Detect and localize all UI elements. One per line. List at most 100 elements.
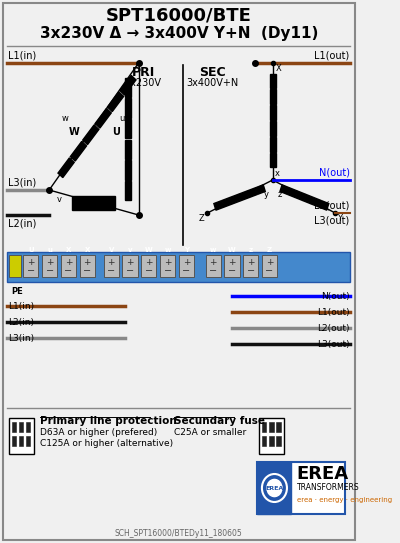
- FancyBboxPatch shape: [3, 3, 355, 540]
- Bar: [7, 252, 350, 282]
- Text: L3(out): L3(out): [317, 339, 350, 349]
- Bar: [160, 255, 175, 277]
- Text: L3(out): L3(out): [314, 215, 350, 225]
- Polygon shape: [296, 191, 305, 201]
- Bar: [258, 462, 292, 514]
- Polygon shape: [288, 188, 297, 198]
- Polygon shape: [83, 125, 99, 144]
- Text: −: −: [228, 266, 236, 276]
- Bar: [42, 255, 57, 277]
- Polygon shape: [270, 90, 276, 104]
- Text: −: −: [209, 266, 217, 276]
- Bar: [224, 255, 240, 277]
- Bar: [12, 436, 16, 446]
- Bar: [19, 422, 23, 432]
- Text: −: −: [64, 266, 72, 276]
- Polygon shape: [270, 105, 276, 120]
- Bar: [104, 255, 119, 277]
- Text: 3x230V Δ → 3x400V Y+N  (Dy11): 3x230V Δ → 3x400V Y+N (Dy11): [40, 26, 318, 41]
- Text: −: −: [126, 266, 134, 276]
- Polygon shape: [312, 198, 321, 207]
- Text: L2(in): L2(in): [8, 218, 36, 228]
- Bar: [262, 422, 266, 432]
- Bar: [243, 255, 258, 277]
- Text: +: +: [266, 257, 273, 267]
- Text: +: +: [84, 257, 91, 267]
- Text: PRI: PRI: [132, 66, 155, 79]
- Text: v: v: [56, 195, 61, 204]
- Text: V: V: [109, 247, 114, 253]
- Polygon shape: [222, 198, 232, 207]
- Polygon shape: [214, 201, 224, 210]
- Bar: [80, 255, 95, 277]
- Bar: [26, 436, 30, 446]
- Text: w: w: [62, 114, 68, 123]
- Polygon shape: [125, 181, 131, 200]
- Text: +: +: [46, 257, 53, 267]
- Bar: [141, 255, 156, 277]
- Text: W: W: [69, 127, 80, 136]
- Bar: [269, 436, 274, 446]
- Text: N(out): N(out): [318, 167, 350, 177]
- Text: y: y: [264, 190, 269, 199]
- Bar: [9, 255, 22, 277]
- Polygon shape: [270, 137, 276, 151]
- Text: L2(out): L2(out): [317, 324, 350, 332]
- Text: −: −: [164, 266, 172, 276]
- Polygon shape: [95, 109, 111, 128]
- Text: Z: Z: [199, 214, 205, 223]
- Text: EREA: EREA: [265, 485, 284, 490]
- Text: L3(in): L3(in): [8, 177, 36, 187]
- Bar: [276, 436, 281, 446]
- Text: +: +: [65, 257, 72, 267]
- Text: SPT16000/BTE: SPT16000/BTE: [106, 6, 252, 24]
- Text: X: X: [66, 247, 71, 253]
- Text: +: +: [164, 257, 171, 267]
- Text: −: −: [27, 266, 35, 276]
- Polygon shape: [108, 92, 124, 112]
- Bar: [179, 255, 194, 277]
- Text: W: W: [228, 247, 236, 253]
- Text: −: −: [247, 266, 255, 276]
- Text: +: +: [27, 257, 34, 267]
- Text: 3x400V+N: 3x400V+N: [187, 78, 239, 88]
- Text: u: u: [47, 247, 52, 253]
- Polygon shape: [256, 185, 265, 194]
- Text: L1(out): L1(out): [317, 307, 350, 317]
- Bar: [269, 422, 274, 432]
- Text: −: −: [145, 266, 153, 276]
- Text: +: +: [126, 257, 134, 267]
- Text: L2(out): L2(out): [314, 200, 350, 210]
- Polygon shape: [125, 98, 131, 117]
- Polygon shape: [125, 161, 131, 180]
- Text: +: +: [247, 257, 254, 267]
- Circle shape: [266, 478, 283, 498]
- Text: U: U: [112, 127, 120, 136]
- Text: L1(in): L1(in): [8, 50, 36, 60]
- Text: SCH_SPT16000/BTEDy11_180605: SCH_SPT16000/BTEDy11_180605: [115, 528, 243, 538]
- Text: +: +: [145, 257, 152, 267]
- Text: L1(in): L1(in): [8, 301, 34, 311]
- Text: C125A or higher (alternative): C125A or higher (alternative): [40, 439, 173, 448]
- Polygon shape: [270, 121, 276, 136]
- Text: PE: PE: [12, 287, 23, 296]
- Text: U: U: [28, 247, 34, 253]
- Text: N(out): N(out): [321, 292, 350, 300]
- Bar: [61, 255, 76, 277]
- Polygon shape: [58, 158, 74, 178]
- Text: D63A or higher (prefered): D63A or higher (prefered): [40, 428, 158, 437]
- Text: Z: Z: [267, 247, 272, 253]
- Text: Primary line protection: Primary line protection: [40, 416, 177, 426]
- Text: C25A or smaller: C25A or smaller: [174, 428, 246, 437]
- Text: v: v: [128, 247, 132, 253]
- Text: Y: Y: [337, 214, 342, 223]
- Text: X: X: [275, 64, 281, 73]
- Text: L3(in): L3(in): [8, 333, 34, 343]
- Text: X: X: [84, 247, 90, 253]
- Text: Secundary fuse: Secundary fuse: [174, 416, 265, 426]
- Bar: [12, 422, 16, 432]
- Polygon shape: [320, 201, 329, 210]
- Text: −: −: [46, 266, 54, 276]
- Text: z: z: [278, 190, 282, 199]
- Polygon shape: [280, 185, 289, 194]
